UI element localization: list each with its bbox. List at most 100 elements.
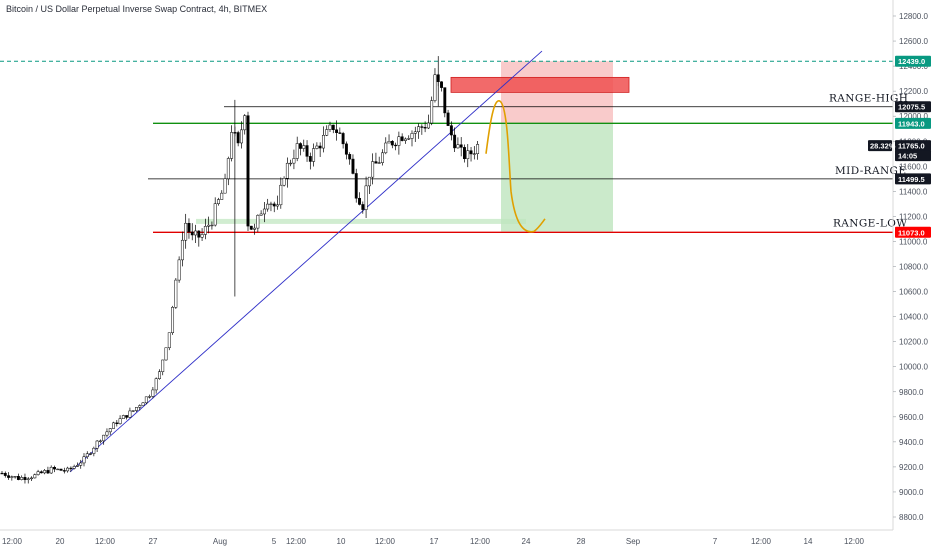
candle xyxy=(269,203,273,205)
candle xyxy=(115,422,119,425)
candle xyxy=(213,203,217,226)
candle xyxy=(299,143,302,149)
candle xyxy=(98,440,102,442)
candle xyxy=(302,145,306,149)
candle xyxy=(128,410,132,418)
time-tick-label: 12:00 xyxy=(95,537,116,546)
candle xyxy=(13,476,17,478)
candle xyxy=(236,132,240,144)
candle xyxy=(0,472,4,475)
time-tick-label: 28 xyxy=(577,537,586,546)
price-tick-label: 11400.0 xyxy=(899,187,928,196)
candle xyxy=(79,462,83,466)
candle xyxy=(433,74,437,101)
candle xyxy=(289,162,293,165)
candle xyxy=(171,307,175,333)
time-tick-label: Sep xyxy=(626,537,641,546)
price-tag-label: 14:05 xyxy=(898,152,917,161)
price-tick-label: 12600.0 xyxy=(899,37,928,46)
candle xyxy=(266,203,270,210)
candle xyxy=(321,134,325,149)
candle xyxy=(403,138,407,141)
time-tick-label: 7 xyxy=(713,537,718,546)
candle xyxy=(194,230,197,236)
candle xyxy=(180,239,184,261)
projection-path[interactable] xyxy=(485,100,546,233)
level-label: MID-RANGE xyxy=(835,165,906,177)
price-tick-label: 9200.0 xyxy=(899,463,924,472)
candle xyxy=(367,176,371,187)
candle xyxy=(308,156,312,162)
candle xyxy=(82,456,86,464)
price-tick-label: 9600.0 xyxy=(899,413,924,422)
price-tag xyxy=(895,150,931,162)
supply-zone-box[interactable] xyxy=(450,76,630,93)
candle xyxy=(187,222,191,233)
price-tag xyxy=(895,117,931,129)
level-annotations: RANGE-HIGH MID-RANGE RANGE-LOW xyxy=(829,93,908,230)
candle xyxy=(230,132,234,159)
price-tick-label: 12000.0 xyxy=(899,112,928,121)
percent-tag xyxy=(868,140,892,152)
candle xyxy=(390,141,394,146)
candle xyxy=(253,227,257,230)
candle xyxy=(325,129,329,136)
projection-layer xyxy=(485,100,546,233)
candle xyxy=(144,396,148,404)
candle xyxy=(174,279,178,308)
candle xyxy=(354,173,358,199)
candle xyxy=(361,204,365,210)
time-tick-label: 12:00 xyxy=(286,537,307,546)
candle xyxy=(39,471,43,474)
candle xyxy=(256,215,260,229)
candle xyxy=(348,154,352,160)
take-profit-zone[interactable] xyxy=(501,123,613,232)
candle xyxy=(59,468,63,471)
time-tick-label: 5 xyxy=(272,537,277,546)
candle xyxy=(197,230,201,238)
candle xyxy=(371,161,375,178)
candle xyxy=(426,122,430,129)
price-tag-label: 12075.5 xyxy=(898,103,925,112)
candle xyxy=(364,185,368,210)
time-axis: 12:00 20 12:00 27 Aug 5 12:00 10 12:00 17 12:00 24 2… xyxy=(0,529,893,546)
candle xyxy=(413,131,417,134)
candle xyxy=(33,474,37,479)
candle xyxy=(338,132,342,134)
candle xyxy=(463,147,466,160)
candle xyxy=(135,407,138,411)
candle xyxy=(72,466,76,469)
candle xyxy=(66,467,70,472)
candle xyxy=(394,144,398,147)
trend-line-layer xyxy=(69,50,543,473)
candle xyxy=(358,197,361,205)
candle xyxy=(131,410,135,412)
price-tag-label: 11073.0 xyxy=(898,228,925,237)
price-tick-label: 8800.0 xyxy=(899,513,924,522)
trend-line[interactable] xyxy=(69,50,543,473)
candle xyxy=(118,418,122,425)
time-tick-label: 24 xyxy=(522,537,531,546)
candle xyxy=(377,162,381,164)
candle xyxy=(200,234,204,238)
time-tick-label: 12:00 xyxy=(751,537,772,546)
candle xyxy=(26,478,30,480)
price-tick-label: 9000.0 xyxy=(899,488,924,497)
price-tick-label: 11000.0 xyxy=(899,237,928,246)
candle xyxy=(223,178,227,194)
candle xyxy=(36,471,40,475)
candle xyxy=(440,81,443,88)
candle xyxy=(177,259,181,281)
candle xyxy=(49,466,53,474)
candle xyxy=(259,213,263,216)
candle xyxy=(328,124,332,130)
candle xyxy=(243,115,247,131)
candle xyxy=(315,145,319,149)
time-tick-label: 27 xyxy=(149,537,158,546)
time-tick-label: 14 xyxy=(804,537,813,546)
candle xyxy=(331,124,335,131)
candle xyxy=(469,150,473,155)
candle xyxy=(125,415,129,418)
candle xyxy=(466,150,470,160)
